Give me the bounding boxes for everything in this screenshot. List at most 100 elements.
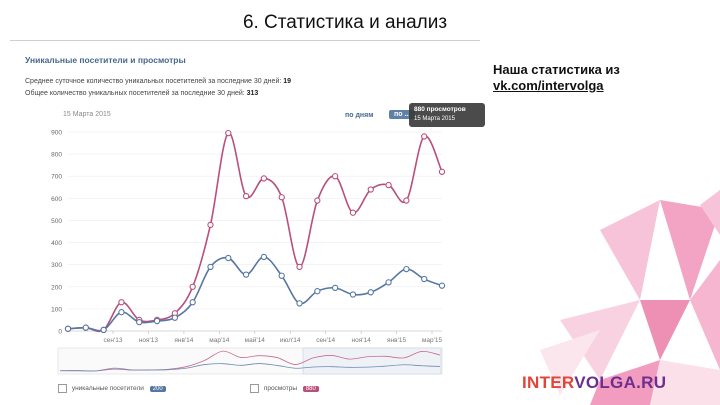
data-point-views (349, 209, 357, 216)
mode-tab-days[interactable]: по дням (345, 112, 374, 119)
data-point-views (403, 197, 410, 204)
facet-shape (660, 200, 720, 300)
legend-views-label: просмотры (263, 385, 298, 393)
data-point-visitors (100, 326, 107, 334)
data-point-views (314, 197, 321, 204)
facet-shape (560, 300, 640, 380)
data-point-visitors (118, 309, 125, 316)
x-tick-label: июл'14 (280, 337, 301, 344)
data-point-visitors (385, 279, 392, 286)
legend-visitors[interactable]: уникальные посетители 200 (58, 384, 166, 394)
data-point-visitors (136, 319, 143, 326)
x-tick-label: сен'14 (316, 337, 335, 344)
facet-shape (600, 200, 660, 300)
date-label: 15 Марта 2015 (63, 111, 111, 118)
tooltip-value: 880 просмотров (414, 106, 466, 113)
y-tick-label: 200 (51, 284, 62, 291)
data-point-visitors (225, 254, 232, 262)
facet-shape (640, 300, 690, 360)
x-tick-label: ноя'14 (352, 337, 372, 344)
y-tick-label: 300 (51, 262, 62, 269)
facet-shape (590, 360, 660, 405)
y-tick-label: 100 (51, 306, 62, 313)
checkbox-icon[interactable] (58, 384, 67, 393)
x-tick-label: янв'14 (174, 337, 193, 344)
data-point-visitors (242, 271, 250, 278)
stats-title: Уникальные посетители и просмотры (25, 55, 186, 65)
data-point-views (242, 192, 250, 200)
x-tick-label: сен'13 (104, 337, 123, 344)
facet-shape (700, 190, 720, 235)
data-point-views (189, 283, 196, 290)
data-point-visitors (367, 289, 374, 296)
data-point-views (225, 129, 232, 137)
x-tick-label: янв'15 (387, 337, 406, 344)
x-tick-label: май'14 (245, 336, 266, 344)
legend-visitors-label: уникальные посетители (71, 385, 144, 393)
data-point-visitors (296, 300, 303, 307)
data-point-visitors (64, 325, 72, 332)
legend-views-value: 880 (302, 385, 319, 392)
value-tooltip: 880 просмотров 15 Марта 2015 (409, 103, 485, 127)
brand-logo: INTERVOLGA.RU (522, 373, 666, 393)
mode-tab-weeks[interactable]: по ... (389, 110, 416, 119)
data-point-views (385, 181, 392, 189)
minimap-views-line (59, 350, 441, 372)
data-point-visitors (438, 282, 446, 289)
x-tick-label: мар'15 (422, 337, 443, 344)
data-point-views (118, 299, 125, 306)
data-point-views (367, 186, 374, 193)
data-point-visitors (314, 288, 321, 295)
data-point-visitors (260, 253, 268, 261)
title-divider (10, 40, 480, 41)
slide-title: 6. Статистика и анализ (242, 12, 448, 33)
caption-link[interactable]: vk.com/intervolga (493, 78, 604, 93)
facet-shape (650, 360, 720, 405)
series-line-visitors (67, 256, 443, 332)
data-point-views (260, 175, 268, 182)
tooltip-date: 15 Марта 2015 (414, 116, 455, 122)
facet-shape (540, 330, 600, 395)
data-point-views (296, 263, 303, 271)
avg-visitors-value: 19 (283, 78, 292, 85)
avg-visitors-label: Среднее суточное количество уникальных п… (25, 78, 282, 85)
data-point-visitors (153, 317, 161, 325)
brand-part2: VOLGA.RU (574, 373, 667, 392)
data-point-views (278, 194, 285, 201)
legend-visitors-value: 200 (149, 385, 166, 392)
total-visitors-value: 313 (246, 90, 259, 97)
y-tick-label: 500 (51, 218, 62, 225)
y-tick-label: 700 (51, 174, 62, 181)
y-tick-label: 600 (51, 196, 62, 203)
data-point-visitors (189, 299, 196, 306)
avg-visitors-line: Среднее суточное количество уникальных п… (25, 78, 291, 85)
data-point-visitors (278, 272, 285, 279)
data-point-visitors (403, 265, 410, 273)
series-line-views (67, 132, 443, 333)
x-tick-label: ноя'13 (139, 337, 159, 344)
data-point-visitors (171, 314, 179, 321)
brand-part1: INTER (522, 373, 575, 392)
caption: Наша статистика из vk.com/intervolga (493, 62, 703, 94)
data-point-visitors (421, 275, 428, 283)
checkbox-icon[interactable] (250, 384, 259, 393)
caption-text: Наша статистика из (493, 62, 620, 77)
y-tick-label: 800 (51, 152, 62, 159)
data-point-views (207, 221, 214, 229)
data-point-visitors (349, 291, 357, 298)
facet-shape (690, 260, 720, 370)
line-chart: 0 100 200 300 400 500 600 700 800 900 сен'13 ноя'1… (51, 129, 446, 375)
minimap-visitors-line (59, 363, 441, 372)
data-point-views (421, 133, 428, 140)
stats-widget: Уникальные посетители и просмотры Средне… (18, 50, 485, 405)
data-point-views (331, 173, 339, 180)
total-visitors-label: Общее количество уникальных посетителей … (25, 90, 245, 97)
data-point-views (438, 168, 446, 175)
data-point-visitors (331, 284, 339, 292)
legend-views[interactable]: просмотры 880 (250, 384, 319, 394)
y-tick-label: 400 (51, 240, 62, 247)
x-tick-label: мар'14 (209, 337, 230, 344)
y-tick-label: 900 (51, 130, 62, 137)
data-point-visitors (207, 263, 214, 271)
